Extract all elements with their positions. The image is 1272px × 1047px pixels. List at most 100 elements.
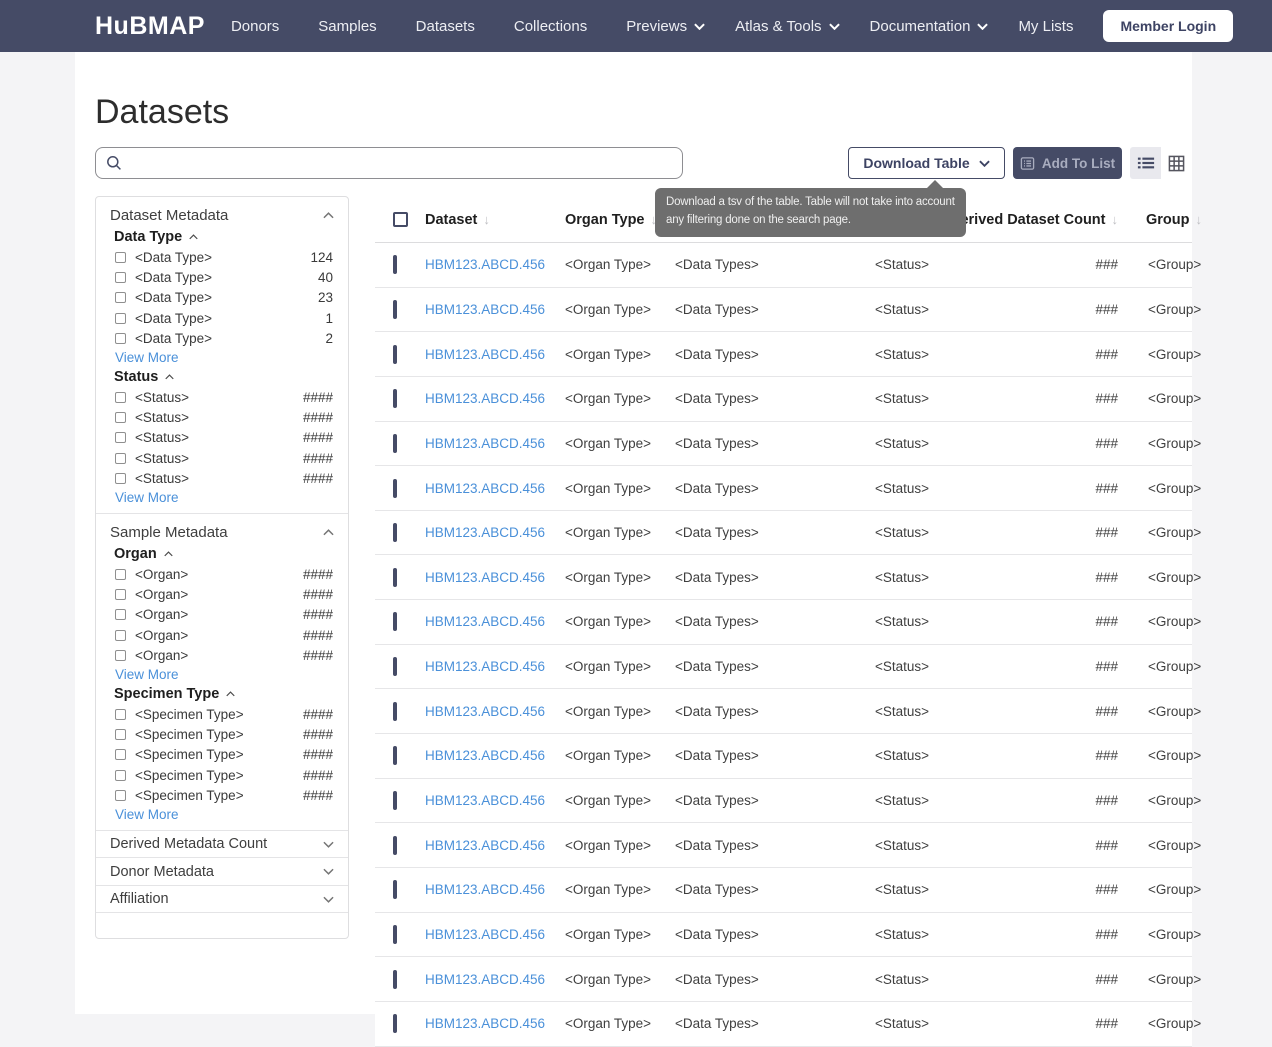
filter-panel-header[interactable]: Sample Metadata	[96, 514, 348, 544]
filter-checkbox-item[interactable]: <Organ> ####	[96, 564, 348, 584]
select-all-checkbox[interactable]	[393, 212, 408, 227]
filter-checkbox-item[interactable]: <Data Type> 124	[96, 247, 348, 267]
filter-checkbox-item[interactable]: <Specimen Type> ####	[96, 785, 348, 805]
dataset-link[interactable]: HBM123.ABCD.456	[425, 614, 546, 630]
filter-checkbox-item[interactable]: <Status> ####	[96, 469, 348, 489]
row-checkbox[interactable]	[393, 255, 397, 275]
dataset-link[interactable]: HBM123.ABCD.456	[425, 926, 546, 942]
filter-checkbox-item[interactable]: <Data Type> 1	[96, 308, 348, 328]
filter-checkbox[interactable]	[115, 650, 126, 662]
filter-checkbox[interactable]	[115, 272, 126, 284]
dataset-link[interactable]: HBM123.ABCD.456	[425, 748, 546, 764]
dataset-link[interactable]: HBM123.ABCD.456	[425, 257, 546, 273]
nav-dropdown-documentation[interactable]: Documentation	[870, 18, 989, 35]
member-login-button[interactable]: Member Login	[1103, 10, 1234, 42]
filter-checkbox-item[interactable]: <Organ> ####	[96, 584, 348, 604]
dataset-link[interactable]: HBM123.ABCD.456	[425, 703, 546, 719]
filter-group-header[interactable]: Organ	[96, 544, 348, 564]
filter-checkbox[interactable]	[115, 769, 126, 781]
filter-checkbox-item[interactable]: <Organ> ####	[96, 645, 348, 665]
row-checkbox[interactable]	[393, 791, 397, 810]
nav-item-datasets[interactable]: Datasets	[415, 17, 475, 35]
dataset-link[interactable]: HBM123.ABCD.456	[425, 793, 546, 808]
dataset-link[interactable]: HBM123.ABCD.456	[425, 569, 546, 585]
filter-checkbox-item[interactable]: <Organ> ####	[96, 605, 348, 625]
filter-group-header[interactable]: Data Type	[96, 227, 348, 247]
dataset-link[interactable]: HBM123.ABCD.456	[425, 1016, 546, 1032]
view-more-link[interactable]: View More	[115, 350, 179, 366]
filter-panel-header[interactable]: Dataset Metadata	[96, 197, 348, 227]
filter-checkbox[interactable]	[115, 749, 126, 761]
filter-checkbox-item[interactable]: <Status> ####	[96, 387, 348, 407]
row-checkbox[interactable]	[393, 478, 397, 498]
filter-checkbox[interactable]	[115, 790, 126, 802]
column-header-group[interactable]: Group ↓	[1146, 211, 1202, 228]
filter-checkbox[interactable]	[115, 251, 126, 263]
filter-checkbox-item[interactable]: <Specimen Type> ####	[96, 765, 348, 785]
dataset-link[interactable]: HBM123.ABCD.456	[425, 480, 546, 496]
row-checkbox[interactable]	[393, 701, 397, 721]
row-checkbox[interactable]	[393, 969, 397, 989]
row-checkbox[interactable]	[393, 523, 397, 543]
dataset-link[interactable]: HBM123.ABCD.456	[425, 346, 546, 362]
row-checkbox[interactable]	[393, 433, 397, 453]
dataset-link[interactable]: HBM123.ABCD.456	[425, 391, 546, 407]
filter-checkbox-item[interactable]: <Data Type> 40	[96, 267, 348, 287]
filter-checkbox[interactable]	[115, 452, 126, 464]
hubmap-logo[interactable]: HuBMAP	[95, 11, 205, 40]
row-checkbox[interactable]	[393, 657, 397, 677]
dataset-link[interactable]: HBM123.ABCD.456	[425, 971, 546, 987]
row-checkbox[interactable]	[393, 299, 397, 319]
dataset-link[interactable]: HBM123.ABCD.456	[425, 301, 546, 317]
nav-item-samples[interactable]: Samples	[318, 17, 377, 35]
filter-panel-collapsed[interactable]: Affiliation	[96, 884, 348, 913]
list-view-toggle[interactable]	[1130, 147, 1161, 179]
filter-checkbox-item[interactable]: <Specimen Type> ####	[96, 724, 348, 744]
filter-checkbox-item[interactable]: <Data Type> 23	[96, 288, 348, 308]
nav-item-my-lists[interactable]: My Lists	[1018, 17, 1074, 35]
filter-panel-collapsed[interactable]: Donor Metadata	[96, 857, 348, 885]
filter-checkbox[interactable]	[115, 412, 126, 424]
view-more-link[interactable]: View More	[115, 490, 179, 506]
filter-panel-collapsed[interactable]: Derived Metadata Count	[96, 829, 348, 858]
filter-checkbox[interactable]	[115, 292, 126, 304]
nav-dropdown-atlas-tools[interactable]: Atlas & Tools	[735, 18, 840, 35]
filter-checkbox-item[interactable]: <Data Type> 2	[96, 329, 348, 349]
row-checkbox[interactable]	[393, 612, 397, 632]
filter-checkbox[interactable]	[115, 312, 126, 324]
dataset-link[interactable]: HBM123.ABCD.456	[425, 435, 546, 451]
filter-checkbox[interactable]	[115, 568, 126, 580]
filter-checkbox-item[interactable]: <Specimen Type> ####	[96, 704, 348, 724]
view-more-link[interactable]: View More	[115, 807, 179, 823]
filter-checkbox[interactable]	[115, 333, 126, 345]
filter-checkbox[interactable]	[115, 588, 126, 600]
column-header-derived-dataset-count[interactable]: Derived Dataset Count ↓	[949, 211, 1118, 228]
dataset-link[interactable]: HBM123.ABCD.456	[425, 882, 546, 898]
filter-checkbox-item[interactable]: <Specimen Type> ####	[96, 745, 348, 765]
column-header-organ-type[interactable]: Organ Type ↓	[565, 211, 657, 228]
row-checkbox[interactable]	[393, 835, 397, 855]
filter-checkbox-item[interactable]: <Status> ####	[96, 448, 348, 468]
add-to-list-button[interactable]: Add To List	[1013, 147, 1122, 179]
view-more-link[interactable]: View More	[115, 667, 179, 683]
filter-checkbox[interactable]	[115, 432, 126, 444]
dataset-link[interactable]: HBM123.ABCD.456	[425, 659, 546, 675]
filter-checkbox[interactable]	[115, 728, 126, 740]
row-checkbox[interactable]	[393, 389, 397, 409]
nav-item-collections[interactable]: Collections	[513, 17, 588, 35]
row-checkbox[interactable]	[393, 924, 397, 944]
nav-item-donors[interactable]: Donors	[230, 17, 280, 35]
search-input[interactable]	[130, 148, 682, 178]
filter-checkbox[interactable]	[115, 473, 126, 485]
nav-dropdown-previews[interactable]: Previews	[626, 18, 705, 35]
filter-group-header[interactable]: Status	[96, 367, 348, 387]
filter-checkbox-item[interactable]: <Status> ####	[96, 407, 348, 427]
dataset-link[interactable]: HBM123.ABCD.456	[425, 837, 546, 853]
row-checkbox[interactable]	[393, 1014, 397, 1034]
column-header-dataset[interactable]: Dataset ↓	[425, 211, 490, 228]
dataset-link[interactable]: HBM123.ABCD.456	[425, 525, 546, 541]
search-bar[interactable]	[95, 147, 683, 179]
filter-group-header[interactable]: Specimen Type	[96, 684, 348, 704]
filter-checkbox[interactable]	[115, 629, 126, 641]
filter-checkbox-item[interactable]: <Status> ####	[96, 428, 348, 448]
